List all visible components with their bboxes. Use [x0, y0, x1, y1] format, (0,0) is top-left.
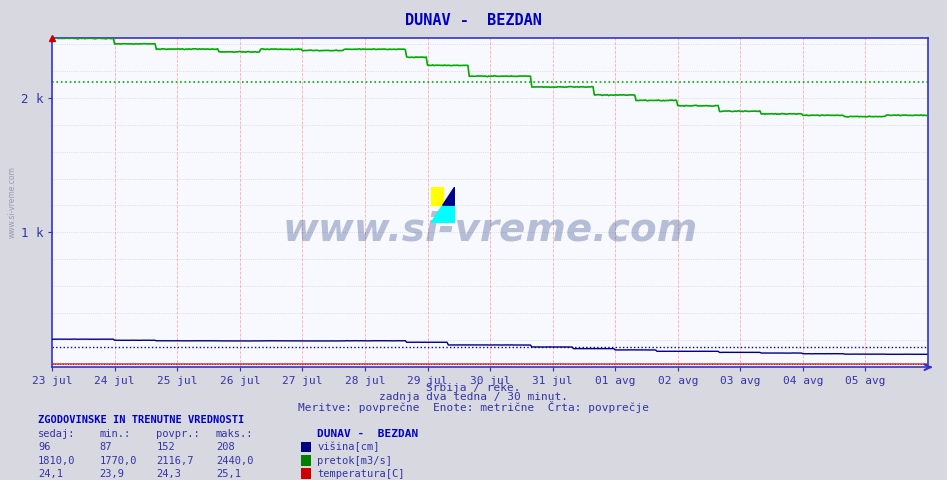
Text: 1810,0: 1810,0: [38, 456, 76, 466]
Text: temperatura[C]: temperatura[C]: [317, 469, 404, 479]
Polygon shape: [443, 187, 455, 205]
Text: 2116,7: 2116,7: [156, 456, 194, 466]
Polygon shape: [431, 205, 455, 223]
Text: Meritve: povprečne  Enote: metrične  Črta: povprečje: Meritve: povprečne Enote: metrične Črta:…: [298, 401, 649, 413]
Text: maks.:: maks.:: [216, 429, 254, 439]
Text: 25,1: 25,1: [216, 469, 241, 479]
Text: ZGODOVINSKE IN TRENUTNE VREDNOSTI: ZGODOVINSKE IN TRENUTNE VREDNOSTI: [38, 415, 244, 425]
Text: 24,1: 24,1: [38, 469, 63, 479]
Text: 87: 87: [99, 442, 112, 452]
Bar: [431, 187, 443, 205]
Text: Srbija / reke.: Srbija / reke.: [426, 383, 521, 393]
Polygon shape: [431, 205, 455, 223]
Text: min.:: min.:: [99, 429, 131, 439]
Text: 1770,0: 1770,0: [99, 456, 137, 466]
Text: 152: 152: [156, 442, 175, 452]
Text: 96: 96: [38, 442, 50, 452]
Text: zadnja dva tedna / 30 minut.: zadnja dva tedna / 30 minut.: [379, 393, 568, 402]
Text: www.si-vreme.com: www.si-vreme.com: [282, 210, 698, 248]
Text: višina[cm]: višina[cm]: [317, 442, 380, 452]
Text: 23,9: 23,9: [99, 469, 124, 479]
Text: DUNAV -  BEZDAN: DUNAV - BEZDAN: [317, 429, 419, 439]
Text: www.si-vreme.com: www.si-vreme.com: [8, 166, 17, 238]
Text: 2440,0: 2440,0: [216, 456, 254, 466]
Polygon shape: [443, 187, 455, 205]
Text: 208: 208: [216, 442, 235, 452]
Text: pretok[m3/s]: pretok[m3/s]: [317, 456, 392, 466]
Text: 24,3: 24,3: [156, 469, 181, 479]
Text: sedaj:: sedaj:: [38, 429, 76, 439]
Text: povpr.:: povpr.:: [156, 429, 200, 439]
Text: DUNAV -  BEZDAN: DUNAV - BEZDAN: [405, 13, 542, 28]
